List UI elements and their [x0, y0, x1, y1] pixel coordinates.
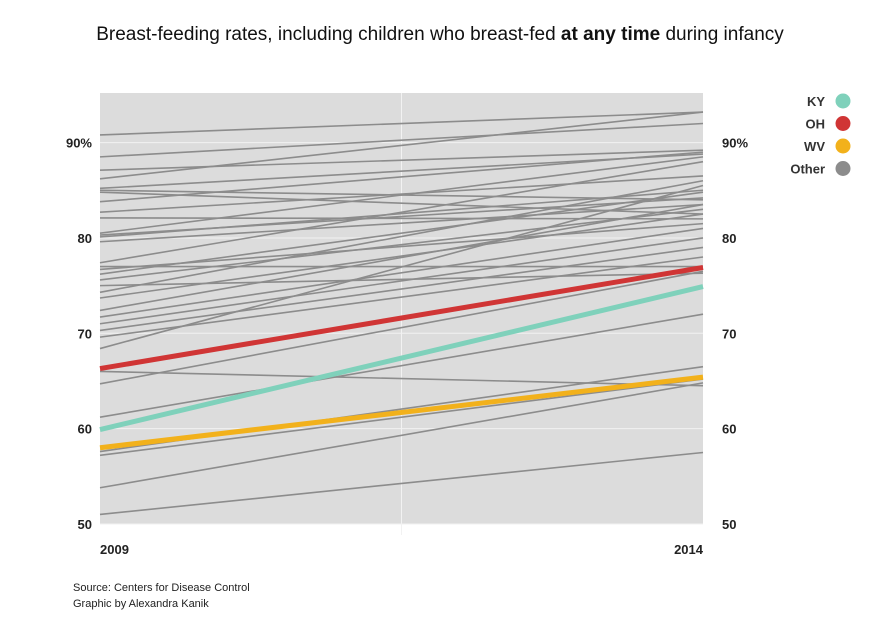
other-state-line [99, 111, 704, 180]
legend-label-ky: KY [807, 94, 825, 109]
other-state-line [99, 122, 704, 158]
other-state-line [99, 179, 704, 294]
other-state-line [99, 151, 704, 203]
other-state-line [99, 256, 704, 338]
legend-marker-oh [835, 116, 851, 131]
other-state-line [99, 246, 704, 332]
y-tick-label-left: 90% [66, 136, 92, 151]
y-tick-label-left: 80 [78, 231, 92, 246]
other-state-line [99, 175, 704, 213]
other-state-line [99, 111, 704, 136]
y-tick-label-left: 60 [78, 422, 92, 437]
other-state-line [99, 203, 704, 243]
other-state-line [99, 208, 704, 281]
other-state-line [99, 378, 704, 457]
title-emphasis: at any time [560, 24, 661, 45]
credit-note: Graphic by Alexandra Kanik [73, 598, 209, 610]
chart-title: Breast-feeding rates, including children… [0, 24, 880, 46]
wv-line [99, 374, 704, 451]
x-tick-label: 2014 [674, 542, 704, 557]
source-note: Source: Centers for Disease Control [73, 582, 250, 594]
legend-label-other: Other [790, 162, 825, 177]
other-state-line [99, 313, 704, 418]
other-state-line [99, 217, 704, 220]
y-tick-label-left: 50 [78, 517, 92, 532]
y-tick-label-left: 70 [78, 326, 92, 341]
legend-label-oh: OH [806, 117, 826, 132]
legend-marker-wv [835, 138, 851, 154]
other-state-line [99, 191, 704, 275]
legend-marker-ky [835, 93, 851, 109]
y-tick-label-right: 70 [722, 326, 736, 341]
y-tick-label-right: 60 [722, 422, 736, 437]
other-state-line [99, 156, 704, 234]
other-state-line [99, 370, 704, 387]
other-state-line [99, 160, 704, 264]
other-state-line [99, 270, 704, 385]
ky-line [99, 284, 704, 433]
x-tick-label: 2009 [100, 542, 129, 557]
other-state-line [99, 203, 704, 312]
title-text: Breast-feeding rates, including children… [96, 24, 561, 45]
title-text-end: during infancy [660, 24, 784, 45]
other-state-line [99, 222, 704, 271]
other-state-line [99, 227, 704, 318]
other-state-line [99, 197, 704, 236]
other-state-line [99, 237, 704, 325]
other-state-line [99, 382, 704, 489]
legend-label-wv: WV [804, 139, 825, 154]
legend-marker-other [835, 161, 851, 176]
other-state-line [99, 451, 704, 516]
other-state-line [99, 184, 704, 350]
y-tick-label-right: 50 [722, 517, 736, 532]
other-state-line [99, 213, 704, 299]
oh-line [99, 265, 704, 372]
y-tick-label-right: 80 [722, 231, 736, 246]
y-tick-label-right: 90% [722, 136, 748, 151]
